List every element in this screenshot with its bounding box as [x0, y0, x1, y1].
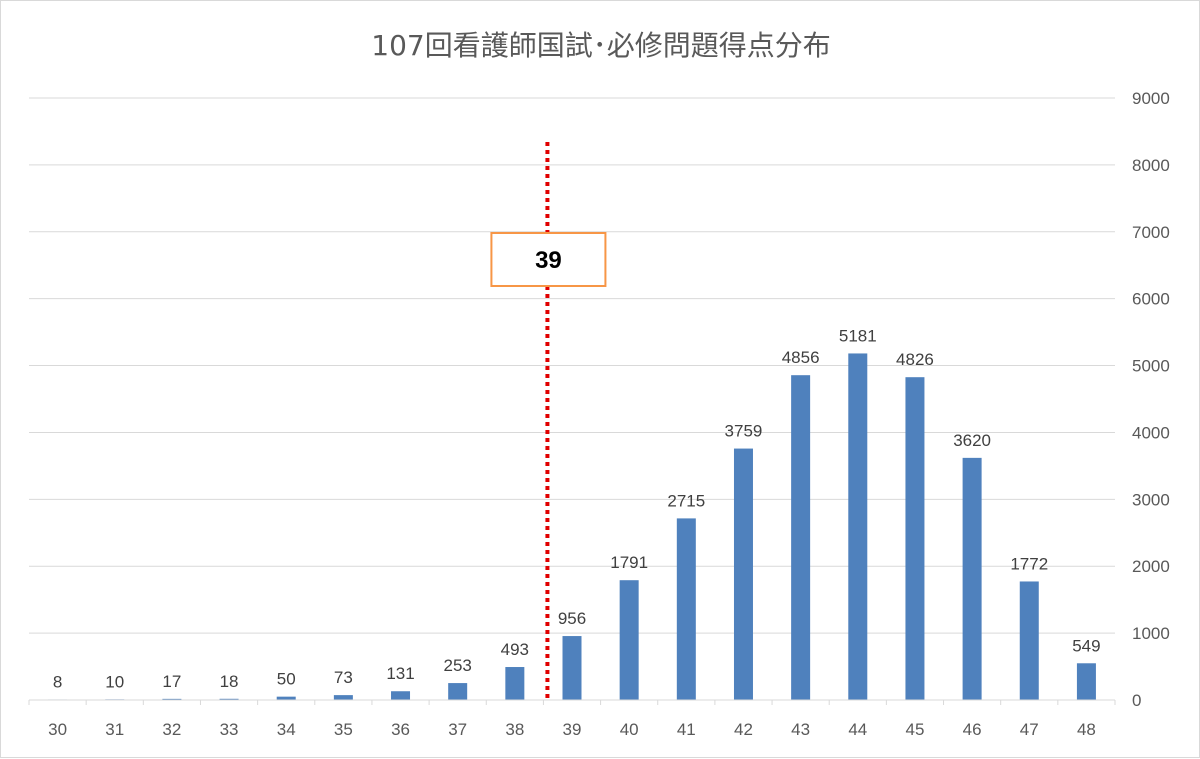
x-tick-label: 37 — [448, 720, 467, 739]
cutoff-label: 39 — [535, 247, 562, 274]
data-label: 493 — [501, 640, 529, 659]
bar — [333, 695, 353, 700]
data-label: 956 — [558, 609, 586, 628]
x-tick-label: 39 — [563, 720, 582, 739]
bar — [1019, 581, 1039, 700]
bar — [505, 667, 525, 700]
bar — [1076, 663, 1096, 700]
x-tick-label: 41 — [677, 720, 696, 739]
x-tick-label: 48 — [1077, 720, 1096, 739]
bar — [219, 698, 239, 700]
bar — [733, 448, 753, 700]
x-tick-label: 40 — [620, 720, 639, 739]
bar — [676, 518, 696, 700]
data-label: 1772 — [1010, 554, 1048, 573]
x-axis: 30 31 32 33 34 35 36 37 38 39 40 41 42 43 44 45 46 47 48 — [28, 699, 1116, 739]
bar — [276, 696, 296, 700]
data-label: 5181 — [839, 326, 877, 345]
y-tick-label: 8000 — [1132, 156, 1170, 175]
data-label: 3759 — [725, 422, 763, 441]
y-tick-label: 6000 — [1132, 290, 1170, 309]
data-label: 18 — [220, 672, 239, 691]
y-tick-label: 9000 — [1132, 89, 1170, 108]
x-tick-label: 34 — [277, 720, 296, 739]
data-label: 10 — [105, 672, 124, 691]
y-tick-label: 0 — [1132, 691, 1141, 710]
bar — [162, 698, 182, 700]
x-tick-label: 43 — [791, 720, 810, 739]
data-label: 549 — [1072, 636, 1100, 655]
x-tick-label: 42 — [734, 720, 753, 739]
x-tick-label: 46 — [963, 720, 982, 739]
bar — [619, 580, 639, 700]
cutoff-marker: 39 — [490, 142, 607, 700]
x-tick-label: 36 — [391, 720, 410, 739]
x-tick-label: 38 — [505, 720, 524, 739]
bar — [791, 375, 811, 700]
data-label: 8 — [53, 672, 62, 691]
data-label: 131 — [386, 664, 414, 683]
y-tick-label: 2000 — [1132, 557, 1170, 576]
gridlines — [29, 97, 1115, 634]
y-tick-label: 3000 — [1132, 490, 1170, 509]
data-label: 4826 — [896, 350, 934, 369]
x-tick-label: 32 — [162, 720, 181, 739]
chart-title: 107回看護師国試･必修問題得点分布 — [371, 29, 830, 62]
data-labels: 8 10 17 18 50 73 131 253 493 956 1791 2715 3759 4856 5… — [53, 326, 1101, 691]
y-tick-label: 4000 — [1132, 423, 1170, 442]
bars — [48, 353, 1096, 700]
y-tick-label: 7000 — [1132, 223, 1170, 242]
x-tick-label: 47 — [1020, 720, 1039, 739]
x-tick-label: 44 — [848, 720, 867, 739]
data-label: 2715 — [667, 491, 705, 510]
x-tick-label: 45 — [905, 720, 924, 739]
x-tick-label: 30 — [48, 720, 67, 739]
bar — [448, 683, 468, 700]
data-label: 73 — [334, 668, 353, 687]
bar — [391, 691, 411, 700]
bar — [905, 377, 925, 700]
x-tick-label: 35 — [334, 720, 353, 739]
y-tick-label: 5000 — [1132, 357, 1170, 376]
data-label: 17 — [162, 672, 181, 691]
cutoff-label-box — [490, 232, 607, 287]
data-label: 3620 — [953, 431, 991, 450]
data-label: 50 — [277, 670, 296, 689]
bar — [562, 636, 582, 700]
data-label: 253 — [443, 656, 471, 675]
y-axis: 0 1000 2000 3000 4000 5000 6000 7000 8000 9000 — [1132, 89, 1170, 710]
data-label: 4856 — [782, 348, 820, 367]
x-tick-label: 33 — [220, 720, 239, 739]
data-label: 1791 — [610, 553, 648, 572]
bar — [962, 457, 982, 700]
bar — [848, 353, 868, 700]
y-tick-label: 1000 — [1132, 624, 1170, 643]
x-tick-label: 31 — [105, 720, 124, 739]
